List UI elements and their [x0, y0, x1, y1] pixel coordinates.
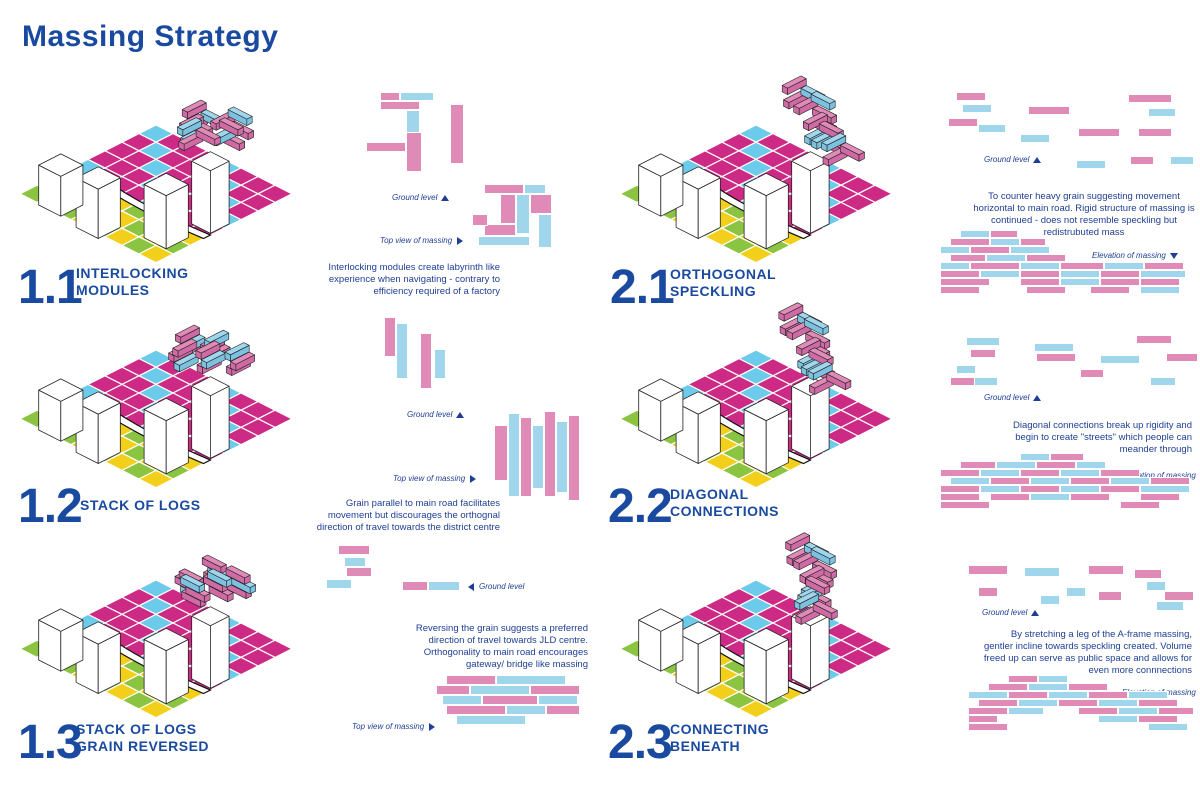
- right-arrow-icon: [470, 474, 477, 483]
- panel-description: Diagonal connections break up rigidity a…: [1012, 420, 1192, 455]
- panel-name-line2: MODULES: [76, 282, 150, 298]
- ground-level-label: Ground level: [984, 155, 1042, 164]
- up-arrow-icon: [456, 411, 465, 418]
- ground-level-modules: [366, 92, 466, 172]
- elevation-label: Elevation of massing: [1092, 251, 1178, 260]
- panel-description: Interlocking modules create labyrinth li…: [328, 262, 500, 297]
- up-arrow-icon: [441, 194, 450, 201]
- panel-name-line2: GRAIN REVERSED: [76, 738, 210, 754]
- ground-level-modules: [326, 545, 466, 595]
- top-view-modules: [436, 675, 586, 727]
- top-view-modules: [472, 184, 572, 254]
- up-arrow-icon: [1033, 394, 1042, 401]
- page-title: Massing Strategy: [22, 20, 279, 53]
- top-view-label: Top view of massing: [352, 722, 436, 731]
- panel-name-line1: DIAGONAL: [670, 486, 749, 502]
- ground-level-modules: [950, 333, 1200, 397]
- panel-1-1: 1.1 INTERLOCKING MODULES Interlocking mo…: [0, 80, 600, 320]
- panel-2-1: 2.1 ORTHOGONAL SPECKLING To counter heav…: [600, 75, 1200, 320]
- panel-1-2: 1.2 STACK OF LOGS Grain parallel to main…: [0, 305, 600, 545]
- elevation-modules: [968, 675, 1198, 737]
- panel-number: 1.1: [18, 261, 83, 314]
- top-view-modules: [494, 411, 594, 503]
- ground-level-label: Ground level: [984, 393, 1042, 402]
- down-arrow-icon: [1169, 252, 1178, 259]
- iso-diagram: [18, 324, 294, 489]
- panel-name-line2: BENEATH: [670, 738, 741, 754]
- top-view-label: Top view of massing: [380, 236, 464, 245]
- iso-diagram: [618, 75, 894, 264]
- panel-description: Reversing the grain suggests a preferred…: [415, 623, 588, 670]
- panel-number: 2.1: [610, 261, 675, 314]
- panel-name-line1: STACK OF LOGS: [76, 721, 197, 737]
- elevation-modules: [940, 230, 1198, 298]
- iso-diagram: [18, 554, 294, 719]
- up-arrow-icon: [1033, 156, 1042, 163]
- ground-level-label: Ground level: [468, 582, 524, 591]
- right-arrow-icon: [457, 236, 464, 245]
- panel-name-line2: SPECKLING: [670, 283, 757, 299]
- panel-number: 2.2: [608, 480, 673, 533]
- elevation-modules: [940, 453, 1198, 517]
- panel-name-line1: ORTHOGONAL: [670, 266, 777, 282]
- panel-number: 1.3: [18, 716, 83, 769]
- panel-description: By stretching a leg of the A-frame massi…: [983, 629, 1192, 676]
- panel-name-line2: CONNECTIONS: [670, 503, 779, 519]
- ground-level-modules: [968, 565, 1198, 625]
- panel-name-line1: INTERLOCKING: [76, 265, 189, 281]
- iso-diagram: [618, 302, 894, 489]
- right-arrow-icon: [429, 722, 436, 731]
- iso-diagram: [618, 532, 894, 719]
- left-arrow-icon: [468, 582, 474, 591]
- ground-level-modules: [948, 90, 1198, 180]
- panel-number: 1.2: [18, 480, 83, 533]
- ground-level-label: Ground level: [392, 193, 450, 202]
- panel-2-2: 2.2 DIAGONAL CONNECTIONS Diagonal connec…: [600, 302, 1200, 545]
- panel-number: 2.3: [608, 716, 673, 769]
- iso-diagram: [18, 99, 294, 264]
- up-arrow-icon: [1031, 609, 1040, 616]
- top-view-label: Top view of massing: [393, 474, 477, 483]
- panel-description: Grain parallel to main road facilitates …: [316, 498, 500, 533]
- panel-1-3: 1.3 STACK OF LOGS GRAIN REVERSED Reversi…: [0, 535, 600, 775]
- panel-description: To counter heavy grain suggesting moveme…: [973, 191, 1195, 238]
- panel-2-3: 2.3 CONNECTING BENEATH By stretching a l…: [600, 532, 1200, 775]
- panel-name-line1: STACK OF LOGS: [80, 497, 201, 513]
- panel-name-line1: CONNECTING: [670, 721, 770, 737]
- ground-level-label: Ground level: [982, 608, 1040, 617]
- ground-level-label: Ground level: [407, 410, 465, 419]
- ground-level-modules: [384, 313, 474, 403]
